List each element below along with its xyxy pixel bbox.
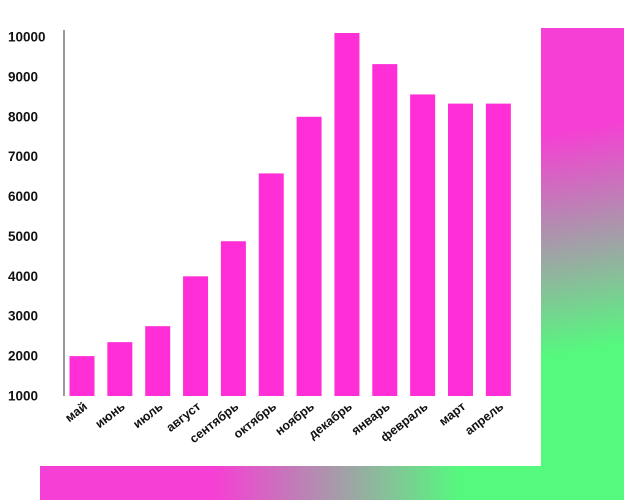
y-tick-label: 6000: [8, 189, 38, 204]
bar-2: [145, 326, 171, 396]
x-tick-label: апрель: [462, 399, 506, 438]
x-tick-label: декабрь: [306, 399, 355, 442]
y-tick-label: 9000: [8, 69, 38, 84]
bar-0: [69, 356, 95, 396]
x-tick-label: июнь: [93, 399, 128, 431]
decorative-gradient-right: [541, 28, 624, 500]
y-tick-label: 4000: [8, 269, 38, 284]
bar-7: [334, 33, 360, 397]
bar-chart: 10000 9000 8000 7000 6000 5000 4000 3000 2000 100…: [8, 30, 511, 446]
y-tick-label: 2000: [8, 349, 38, 364]
y-tick-label: 8000: [8, 109, 38, 124]
bar-11: [485, 103, 511, 396]
x-tick-label: май: [63, 399, 90, 425]
x-tick-label: март: [436, 399, 468, 428]
y-tick-label: 1000: [8, 389, 38, 404]
bar-8: [372, 64, 398, 396]
bar-3: [183, 276, 209, 396]
decorative-gradient-bottom: [40, 466, 624, 500]
bar-4: [220, 241, 246, 396]
bar-5: [258, 173, 284, 396]
chart-panel: 10000 9000 8000 7000 6000 5000 4000 3000 2000 100…: [8, 29, 511, 447]
y-tick-label: 3000: [8, 309, 38, 324]
y-tick-label: 7000: [8, 149, 38, 164]
bar-10: [448, 103, 473, 396]
bar-6: [296, 116, 322, 397]
x-tick-label: октябрь: [231, 399, 280, 441]
y-tick-label: 10000: [8, 30, 46, 45]
y-tick-label: 5000: [8, 229, 38, 244]
x-tick-label: июль: [130, 399, 165, 431]
bar-9: [410, 94, 436, 396]
bars: [69, 33, 511, 397]
bar-1: [107, 342, 133, 396]
x-axis-ticks: май июнь июльавгустсентябрьоктябрьноябрьде…: [63, 399, 507, 446]
y-axis-ticks: 10000 9000 8000 7000 6000 5000 4000 3000 2000 100…: [8, 30, 46, 404]
